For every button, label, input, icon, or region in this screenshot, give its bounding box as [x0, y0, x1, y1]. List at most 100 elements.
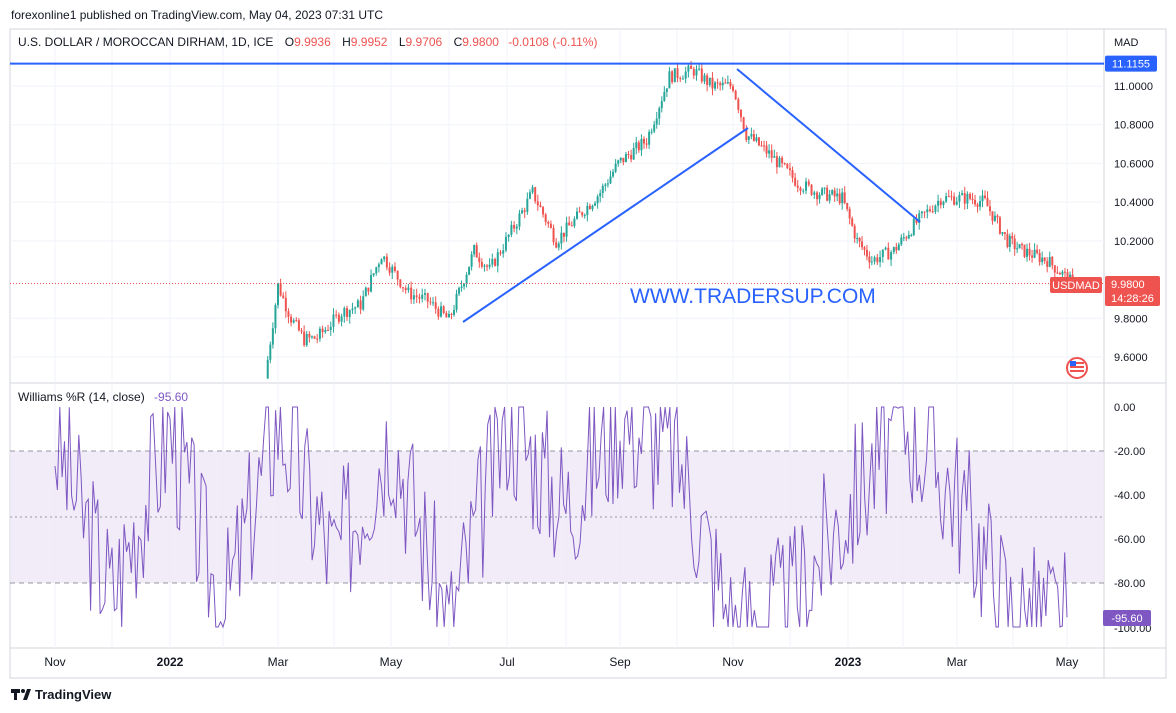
candle-body — [612, 171, 615, 177]
candle-body — [640, 138, 643, 151]
close-label: C — [454, 35, 463, 49]
candle-body — [340, 316, 343, 322]
candle-body — [287, 311, 290, 317]
williams-r-line — [54, 406, 1068, 629]
candle-body — [367, 287, 370, 292]
candle-body — [575, 211, 578, 219]
candle-body — [619, 157, 622, 161]
low-value: 9.9706 — [406, 35, 443, 49]
candle-body — [863, 247, 866, 250]
candle-body — [684, 71, 687, 79]
candle-body — [692, 68, 695, 76]
candle-body — [920, 211, 923, 214]
candle-body — [1001, 232, 1004, 234]
candle-body — [939, 200, 942, 205]
candle-body — [765, 145, 768, 154]
candle-body — [496, 252, 499, 266]
candle-body — [937, 200, 940, 206]
candle-body — [895, 247, 898, 251]
indicator-legend: Williams %R (14, close) -95.60 — [18, 390, 188, 404]
candle-body — [362, 296, 365, 310]
tradingview-logo[interactable]: TradingView — [11, 687, 112, 702]
candle-body — [491, 259, 494, 265]
candle-body — [583, 215, 586, 217]
candle-body — [831, 190, 834, 195]
candle-body — [724, 82, 727, 84]
candle-body — [624, 154, 627, 163]
candle-body — [442, 306, 445, 313]
candle-body — [453, 309, 456, 315]
candle-body — [1018, 244, 1021, 249]
indicator-tick-label: -80.00 — [1114, 578, 1145, 590]
high-value: 9.9952 — [351, 35, 388, 49]
candle-body — [947, 196, 950, 198]
candle-body — [295, 320, 298, 322]
candle-body — [823, 187, 826, 189]
candle-body — [996, 215, 999, 218]
candle-body — [396, 270, 399, 280]
candle-body — [912, 219, 915, 235]
candle-body — [277, 283, 279, 306]
candle-body — [300, 330, 303, 332]
price-grid — [10, 30, 1104, 383]
candle-body — [807, 181, 810, 185]
ascending-trendline[interactable] — [462, 127, 749, 323]
candle-body — [838, 193, 841, 204]
indicator-title: Williams %R (14, close) — [18, 390, 145, 404]
candle-body — [750, 134, 753, 137]
candle-body — [388, 267, 391, 273]
candle-body — [737, 99, 740, 110]
candle-body — [757, 137, 760, 146]
candle-body — [679, 78, 682, 80]
candle-body — [966, 193, 969, 204]
candle-body — [486, 265, 489, 267]
candle-body — [858, 238, 861, 242]
candle-body — [900, 237, 903, 245]
candle-body — [703, 75, 706, 82]
candle-body — [393, 266, 396, 271]
us-flag-icon[interactable] — [1066, 357, 1088, 379]
candle-body — [463, 284, 466, 287]
candle-body — [650, 131, 653, 133]
candle-body — [915, 219, 918, 223]
candle-body — [786, 163, 789, 169]
candle-body — [465, 274, 468, 285]
candle-body — [655, 118, 658, 125]
candle-body — [963, 193, 966, 204]
svg-text:U.S. DOLLAR / MOROCCAN DIRHAM,: U.S. DOLLAR / MOROCCAN DIRHAM, 1D, ICE O… — [18, 35, 597, 49]
candle-body — [826, 187, 829, 201]
candle-body — [297, 320, 300, 331]
chart-frame — [9, 28, 1167, 679]
candle-body — [606, 183, 609, 185]
candle-body — [432, 302, 435, 304]
candle-body — [897, 244, 900, 251]
candle-body — [660, 101, 663, 109]
candle-body — [528, 192, 531, 199]
candle-body — [536, 201, 539, 206]
candle-body — [346, 308, 349, 317]
candle-body — [1013, 238, 1016, 250]
candle-body — [868, 256, 871, 263]
candle-body — [1006, 233, 1009, 247]
candle-body — [734, 90, 737, 100]
candle-body — [499, 252, 502, 254]
candle-body — [343, 308, 346, 317]
candle-body — [648, 131, 651, 145]
candle-body — [637, 142, 640, 151]
candle-body — [515, 226, 518, 229]
candle-body — [437, 308, 440, 317]
candle-body — [974, 199, 977, 205]
candle-body — [356, 300, 359, 308]
candle-body — [450, 313, 453, 315]
candle-body — [404, 288, 407, 291]
candle-body — [926, 209, 929, 213]
indicator-value-tag: -95.60 — [1103, 610, 1151, 626]
candle-body — [266, 359, 269, 379]
candle-body — [534, 187, 537, 202]
candle-body — [562, 232, 565, 237]
candle-body — [549, 223, 552, 228]
time-tick-label: 2023 — [835, 655, 862, 669]
candle-body — [828, 194, 831, 201]
descending-trendline[interactable] — [736, 68, 921, 223]
